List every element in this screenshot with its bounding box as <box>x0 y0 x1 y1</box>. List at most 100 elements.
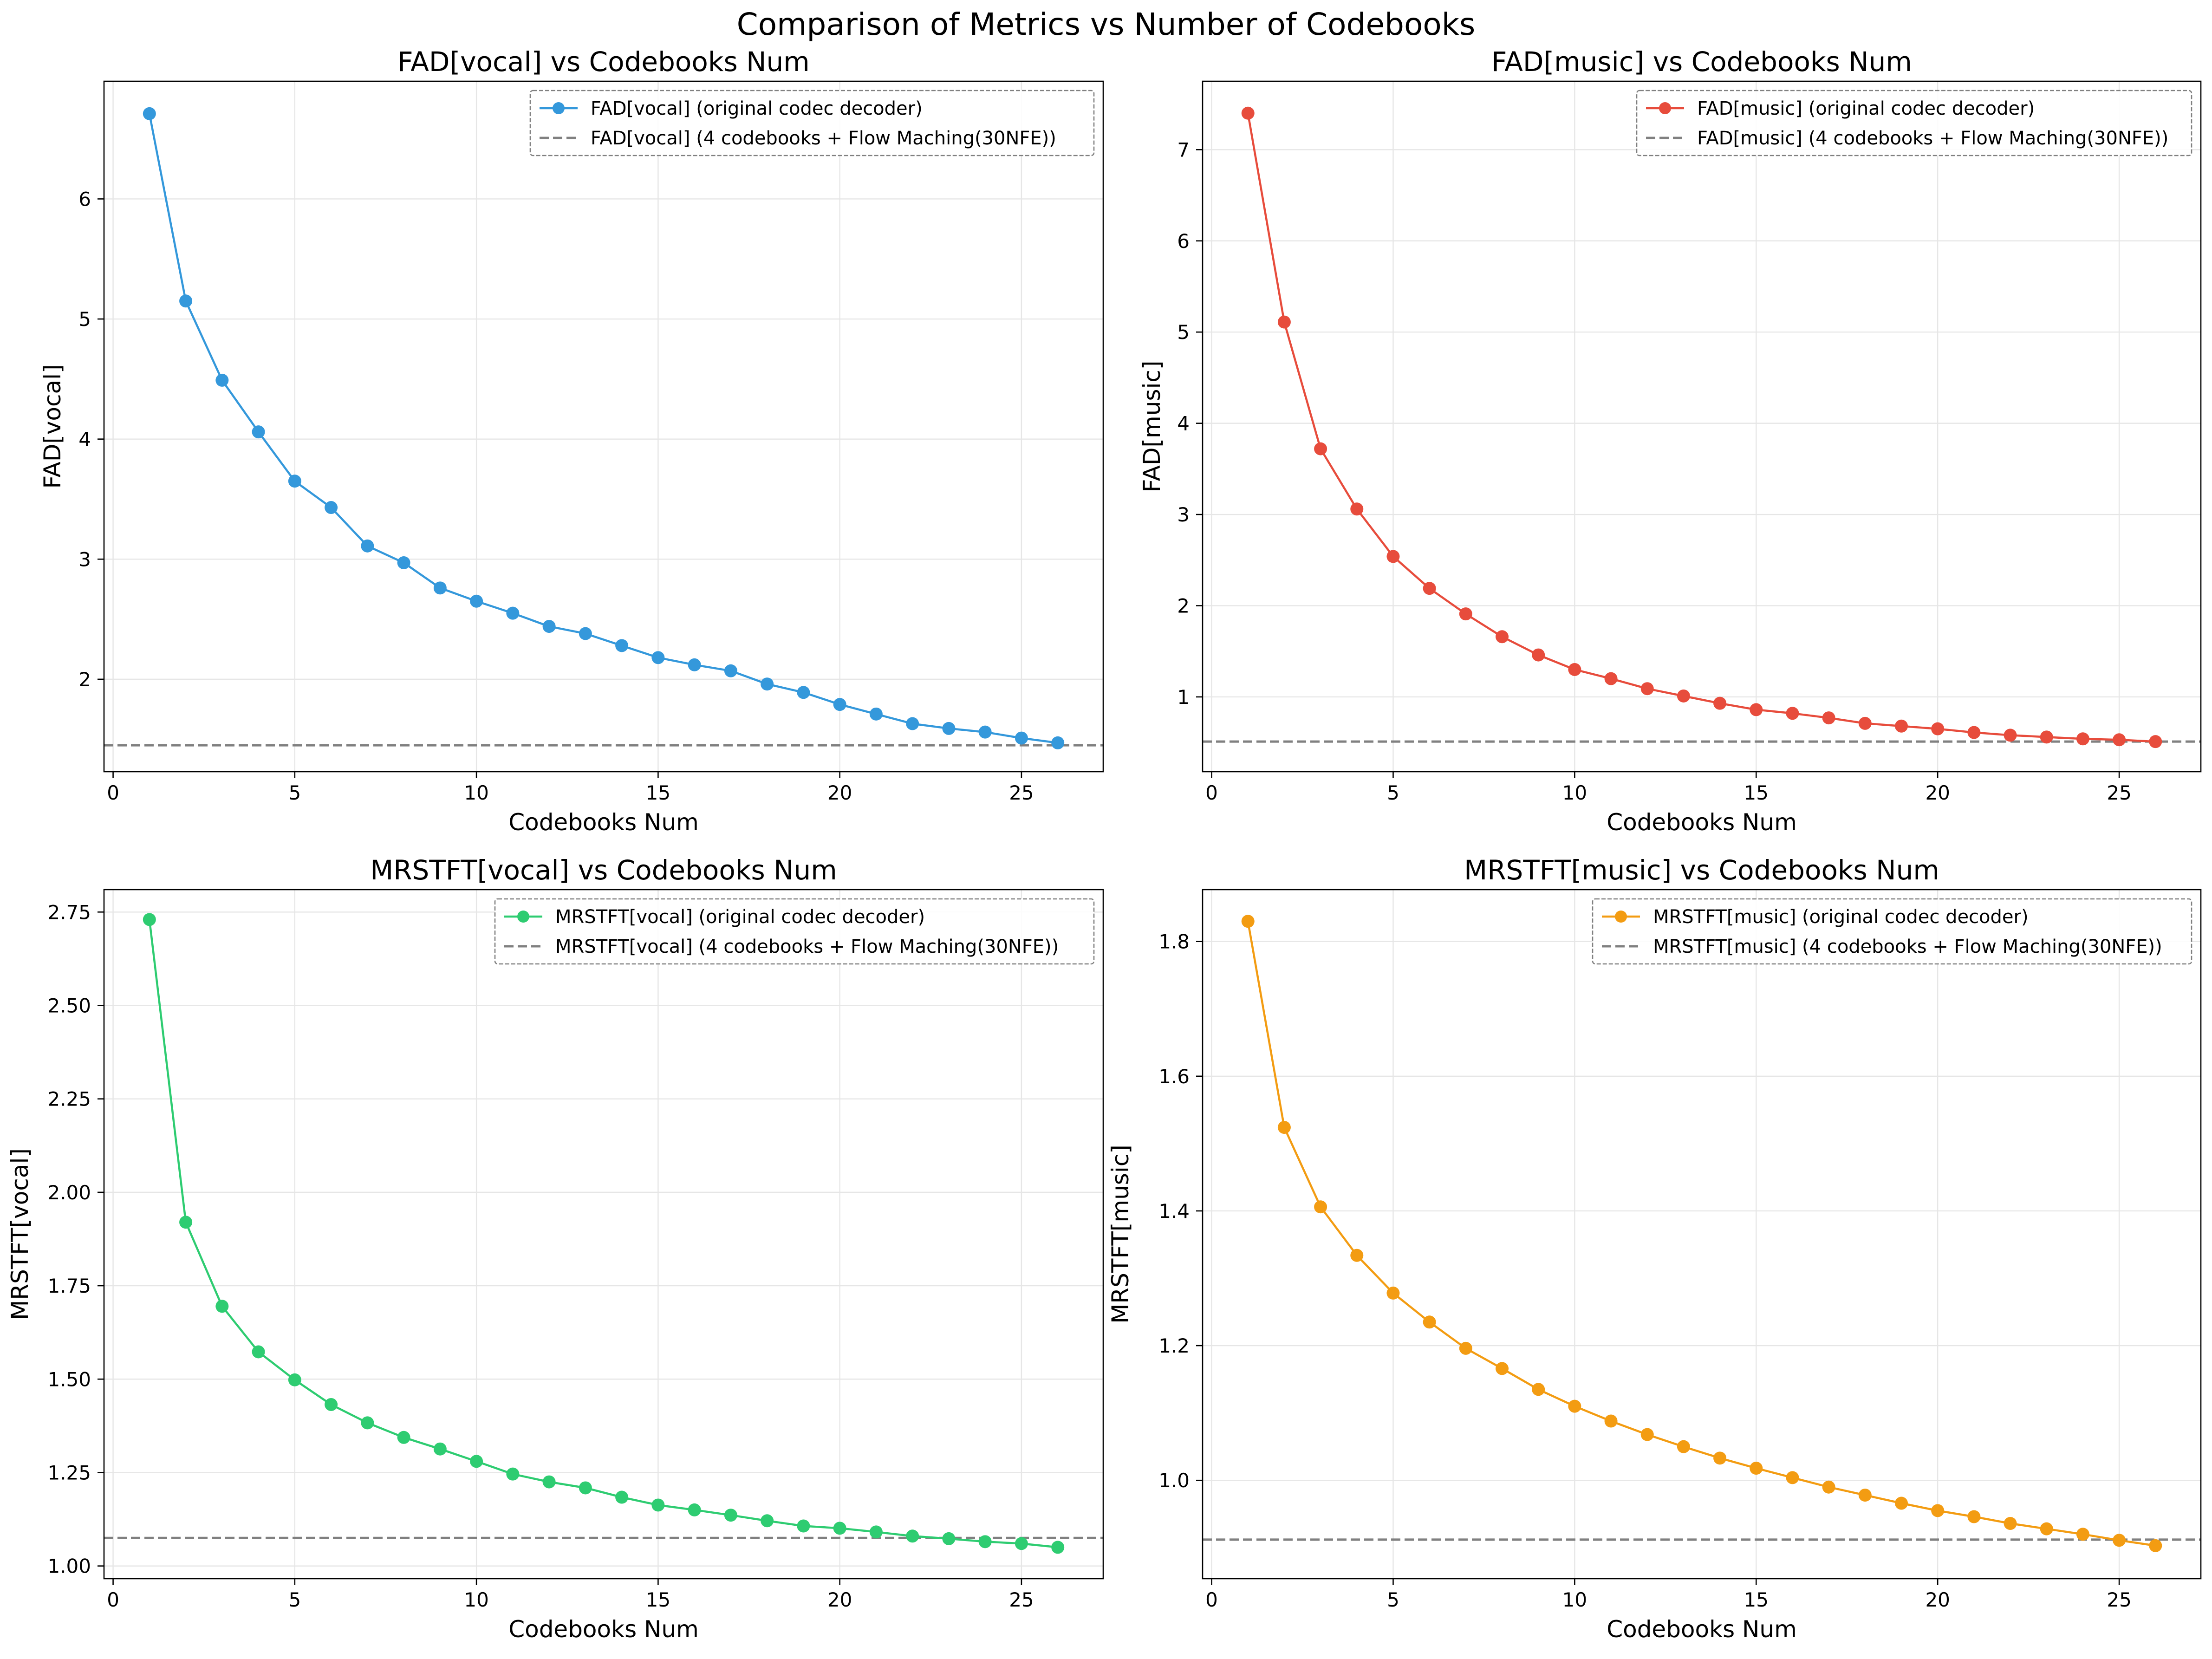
data-point <box>1350 1249 1364 1262</box>
data-point <box>1750 703 1763 716</box>
data-point <box>1895 719 1908 733</box>
data-point <box>1015 1537 1028 1550</box>
y-tick-label: 4 <box>78 428 91 451</box>
data-point <box>978 725 992 739</box>
legend-marker-swatch <box>553 102 565 114</box>
legend-label-baseline: MRSTFT[vocal] (4 codebooks + Flow Machin… <box>555 936 1059 957</box>
plot-area <box>1203 890 2201 1579</box>
data-point <box>942 722 956 735</box>
axes-frame <box>103 889 1104 1580</box>
data-point <box>470 1455 483 1468</box>
data-point <box>1241 915 1255 928</box>
y-tick-label: 2 <box>78 668 91 691</box>
y-tick-label: 3 <box>78 548 91 571</box>
data-point <box>1858 1489 1872 1502</box>
data-point <box>1423 1315 1436 1329</box>
data-point <box>2040 1522 2053 1535</box>
data-point <box>1314 1200 1327 1214</box>
y-tick-label: 2.75 <box>47 901 91 924</box>
x-tick-label: 20 <box>827 781 852 804</box>
x-tick-label: 25 <box>1009 781 1034 804</box>
data-point <box>2149 735 2162 748</box>
data-point <box>215 1300 229 1313</box>
data-point <box>288 1373 301 1386</box>
x-tick-label: 5 <box>1387 1588 1399 1611</box>
data-point <box>1786 707 1799 720</box>
data-point <box>1051 736 1065 749</box>
legend: FAD[vocal] (original codec decoder) FAD[v… <box>529 90 1095 156</box>
data-point <box>325 501 338 514</box>
data-point <box>433 1442 447 1456</box>
data-point <box>433 581 447 595</box>
data-point <box>542 1475 556 1489</box>
data-point <box>1931 1504 1945 1517</box>
chart-title: FAD[vocal] vs Codebooks Num <box>397 46 810 78</box>
data-point <box>1967 726 1981 739</box>
x-tick-label: 10 <box>1562 781 1587 804</box>
plot-area <box>104 890 1103 1579</box>
data-point <box>361 1416 374 1430</box>
data-point <box>906 717 919 730</box>
y-tick-label: 6 <box>1177 230 1190 253</box>
data-point <box>361 539 374 553</box>
data-point <box>1496 630 1509 644</box>
data-point <box>1568 663 1581 676</box>
x-axis-label: Codebooks Num <box>508 809 699 836</box>
data-point <box>2076 732 2089 746</box>
data-point <box>688 658 701 671</box>
data-point <box>942 1532 956 1545</box>
data-point <box>2113 1534 2126 1547</box>
x-tick-label: 0 <box>1205 1588 1218 1611</box>
data-point <box>1786 1471 1799 1484</box>
data-point <box>470 594 483 608</box>
data-point <box>651 651 665 664</box>
data-point <box>1314 442 1327 455</box>
y-tick-label: 1 <box>1177 686 1190 709</box>
x-tick-label: 15 <box>1744 781 1769 804</box>
data-point <box>2040 730 2053 744</box>
legend: FAD[music] (original codec decoder) FAD[m… <box>1636 90 2192 156</box>
data-point <box>1350 502 1364 516</box>
legend-marker-swatch <box>517 911 529 923</box>
data-point <box>1858 716 1872 730</box>
x-tick-label: 20 <box>827 1588 852 1611</box>
legend-marker-swatch <box>1659 102 1671 114</box>
x-tick-label: 10 <box>464 781 488 804</box>
data-point <box>215 373 229 387</box>
data-point <box>869 707 883 721</box>
data-point <box>1967 1510 1981 1523</box>
x-tick-label: 20 <box>1925 1588 1950 1611</box>
data-point <box>1496 1362 1509 1375</box>
data-point <box>1931 722 1945 735</box>
x-tick-label: 0 <box>1205 781 1218 804</box>
legend-label-series: FAD[vocal] (original codec decoder) <box>591 98 923 119</box>
data-point <box>869 1525 883 1539</box>
chart-panel-1: 0 5 10 15 20 25 2 3 4 5 6 FAD[vocal] vs Codebooks N… <box>39 46 1104 836</box>
data-point <box>2004 729 2017 742</box>
data-point <box>1241 106 1255 120</box>
legend-box <box>494 898 1095 965</box>
data-point <box>252 425 265 439</box>
data-point <box>1532 1383 1545 1396</box>
data-point <box>2076 1528 2089 1541</box>
axes-frame <box>1202 889 2202 1580</box>
data-point <box>615 1490 629 1504</box>
x-tick-label: 5 <box>1387 781 1399 804</box>
chart-title: MRSTFT[music] vs Codebooks Num <box>1464 854 1939 886</box>
legend-box <box>1592 898 2192 965</box>
y-tick-label: 1.25 <box>47 1461 91 1484</box>
data-point <box>724 664 737 677</box>
data-point <box>1015 731 1028 745</box>
legend-label-series: MRSTFT[music] (original codec decoder) <box>1653 906 2029 928</box>
data-point <box>724 1509 737 1522</box>
y-tick-label: 2 <box>1177 594 1190 617</box>
y-tick-label: 1.6 <box>1158 1065 1190 1088</box>
data-point <box>288 475 301 488</box>
data-point <box>761 1514 774 1528</box>
x-tick-label: 25 <box>1009 1588 1034 1611</box>
y-axis-label: FAD[music] <box>1139 361 1165 493</box>
legend-marker-swatch <box>1615 911 1627 923</box>
data-point <box>1822 711 1835 725</box>
data-point <box>1604 672 1618 685</box>
